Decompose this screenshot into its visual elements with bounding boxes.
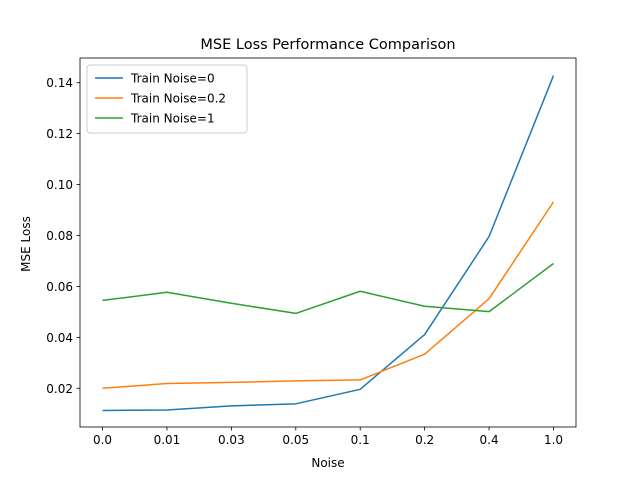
series-line-2 [102,201,555,390]
y-tick-label: 0.12 [46,127,73,141]
legend-label-2: Train Noise=0.2 [130,92,226,106]
series-line-3 [102,262,554,315]
x-tick-label: 0.1 [351,433,370,447]
legend-label-3: Train Noise=1 [130,112,215,126]
y-tick-label: 0.14 [46,76,73,90]
x-tick-label: 1.0 [544,433,563,447]
x-tick-label: 0.2 [415,433,434,447]
x-tick-label: 0.03 [218,433,245,447]
y-tick-label: 0.04 [46,331,73,345]
y-tick-label: 0.08 [46,229,73,243]
y-axis-label: MSE Loss [19,216,33,272]
x-axis-label: Noise [311,456,344,470]
series-line-1 [102,75,555,412]
x-tick-label: 0.05 [282,433,309,447]
x-tick-label: 0.4 [480,433,499,447]
legend-label-1: Train Noise=0 [130,72,215,86]
legend-box [86,64,248,134]
y-tick-label: 0.02 [46,382,73,396]
y-tick-label: 0.06 [46,280,73,294]
x-tick-label: 0.0 [93,433,112,447]
chart-title: MSE Loss Performance Comparison [200,37,455,53]
x-tick-label: 0.01 [154,433,181,447]
y-tick-label: 0.10 [46,178,73,192]
plot-frame [79,57,577,428]
